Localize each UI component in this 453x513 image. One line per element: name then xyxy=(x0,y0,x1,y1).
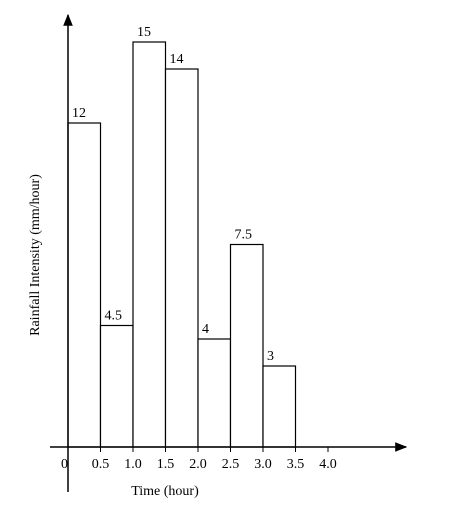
x-tick-label: 3.5 xyxy=(287,457,305,472)
y-axis-label: Rainfall Intensity (mm/hour) xyxy=(28,174,43,336)
data-label: 4 xyxy=(202,322,209,337)
x-tick-label: 0 xyxy=(61,457,68,472)
x-axis-label: Time (hour) xyxy=(131,484,199,499)
x-tick-label: 3.0 xyxy=(254,457,272,472)
bar xyxy=(67,122,102,448)
data-label: 12 xyxy=(72,106,86,121)
data-label: 15 xyxy=(137,25,151,40)
x-tick-label: 4.0 xyxy=(319,457,337,472)
x-tick-label: 1.5 xyxy=(157,457,175,472)
x-tick-label: 0.5 xyxy=(92,457,110,472)
data-label: 7.5 xyxy=(235,228,253,243)
x-tick-label: 2.0 xyxy=(189,457,207,472)
x-tick-label: 2.5 xyxy=(222,457,240,472)
bar xyxy=(262,365,297,448)
bar xyxy=(132,41,167,448)
bar xyxy=(197,338,232,448)
bar xyxy=(229,243,264,448)
data-label: 4.5 xyxy=(105,309,123,324)
bar xyxy=(164,68,199,448)
bar xyxy=(99,324,134,448)
x-tick-label: 1.0 xyxy=(124,457,142,472)
data-label: 3 xyxy=(267,349,274,364)
data-label: 14 xyxy=(170,52,184,67)
